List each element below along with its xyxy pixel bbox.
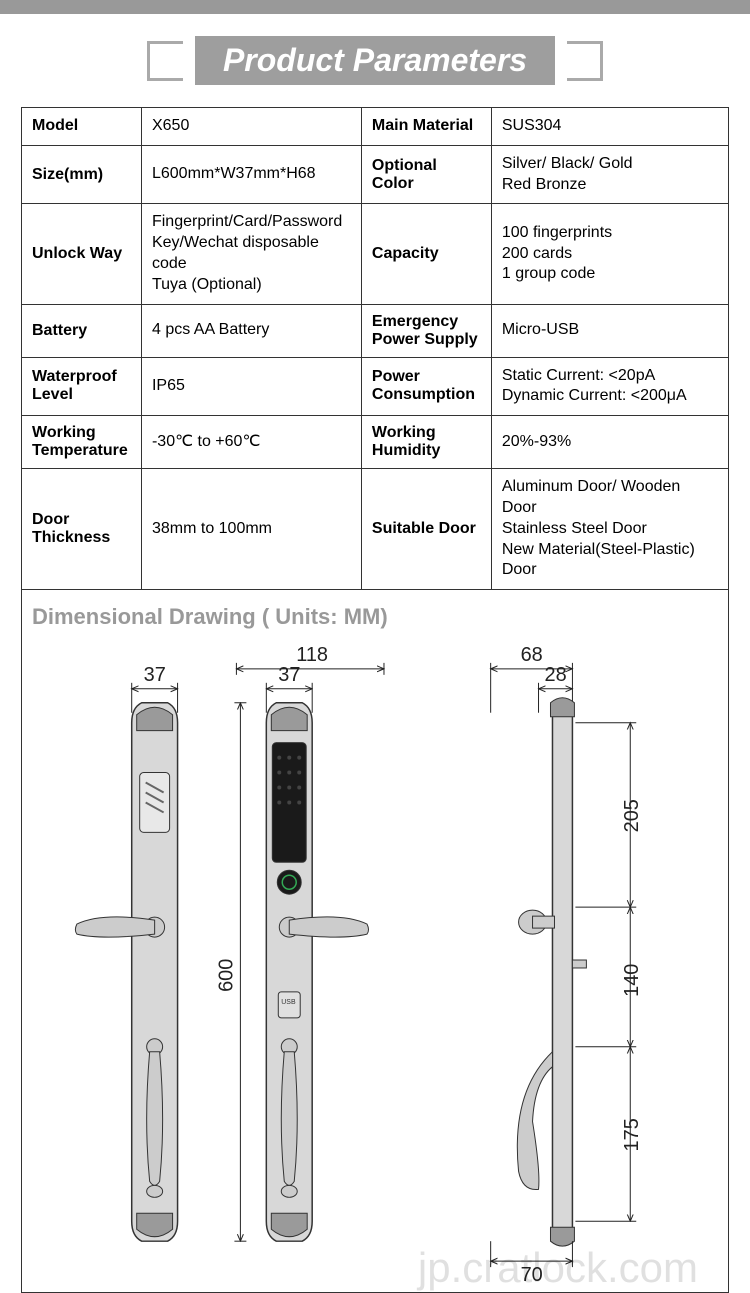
drawing-area: 37: [32, 642, 718, 1282]
spec-label: Working Humidity: [361, 416, 491, 469]
dimensional-drawing: 37: [32, 642, 718, 1282]
drawing-section: Dimensional Drawing ( Units: MM) 37: [21, 590, 729, 1293]
header-banner: Product Parameters: [0, 36, 750, 85]
dim-37-a: 37: [144, 664, 166, 686]
spec-value: SUS304: [491, 108, 728, 146]
watermark: jp.cratlock.com: [418, 1244, 698, 1292]
table-row: Door Thickness38mm to 100mmSuitable Door…: [22, 469, 729, 590]
spec-label: Suitable Door: [361, 469, 491, 590]
spec-value: Silver/ Black/ GoldRed Bronze: [491, 145, 728, 204]
table-row: Battery4 pcs AA BatteryEmergency Power S…: [22, 304, 729, 357]
spec-value: Aluminum Door/ Wooden DoorStainless Stee…: [491, 469, 728, 590]
spec-value: IP65: [141, 357, 361, 416]
spec-label: Optional Color: [361, 145, 491, 204]
dim-37-b: 37: [278, 664, 300, 686]
spec-value: 20%-93%: [491, 416, 728, 469]
dim-28: 28: [545, 664, 567, 686]
spec-label: Capacity: [361, 204, 491, 304]
table-row: Waterproof LevelIP65Power ConsumptionSta…: [22, 357, 729, 416]
spec-label: Battery: [22, 304, 142, 357]
dim-175: 175: [621, 1118, 643, 1151]
page-title: Product Parameters: [195, 36, 555, 85]
spec-value: -30℃ to +60℃: [141, 416, 361, 469]
top-bar: [0, 0, 750, 14]
spec-label: Size(mm): [22, 145, 142, 204]
table-row: Unlock WayFingerprint/Card/PasswordKey/W…: [22, 204, 729, 304]
spec-label: Main Material: [361, 108, 491, 146]
lock-view-3: 68 28: [491, 644, 644, 1282]
spec-label: Power Consumption: [361, 357, 491, 416]
drawing-title: Dimensional Drawing ( Units: MM): [32, 604, 718, 630]
spec-value: Static Current: <20pADynamic Current: <2…: [491, 357, 728, 416]
table-row: Working Temperature-30℃ to +60℃Working H…: [22, 416, 729, 469]
spec-value: X650: [141, 108, 361, 146]
table-row: Size(mm)L600mm*W37mm*H68Optional ColorSi…: [22, 145, 729, 204]
spec-value: 4 pcs AA Battery: [141, 304, 361, 357]
dim-118: 118: [296, 644, 328, 666]
table-row: ModelX650Main MaterialSUS304: [22, 108, 729, 146]
dim-205: 205: [621, 799, 643, 832]
spec-value: L600mm*W37mm*H68: [141, 145, 361, 204]
lock-view-2: 118 37: [215, 644, 384, 1241]
spec-label: Unlock Way: [22, 204, 142, 304]
spec-value: Micro-USB: [491, 304, 728, 357]
spec-label: Emergency Power Supply: [361, 304, 491, 357]
spec-label: Model: [22, 108, 142, 146]
spec-value: 38mm to 100mm: [141, 469, 361, 590]
spec-value: Fingerprint/Card/PasswordKey/Wechat disp…: [141, 204, 361, 304]
dim-600: 600: [215, 959, 237, 992]
dim-68: 68: [521, 644, 543, 666]
spec-label: Working Temperature: [22, 416, 142, 469]
bracket-right: [567, 41, 603, 81]
parameters-table: ModelX650Main MaterialSUS304Size(mm)L600…: [21, 107, 729, 590]
spec-label: Door Thickness: [22, 469, 142, 590]
svg-text:USB: USB: [281, 999, 296, 1006]
dim-140: 140: [621, 964, 643, 997]
lock-view-1: 37: [75, 664, 177, 1241]
spec-value: 100 fingerprints200 cards1 group code: [491, 204, 728, 304]
bracket-left: [147, 41, 183, 81]
spec-label: Waterproof Level: [22, 357, 142, 416]
